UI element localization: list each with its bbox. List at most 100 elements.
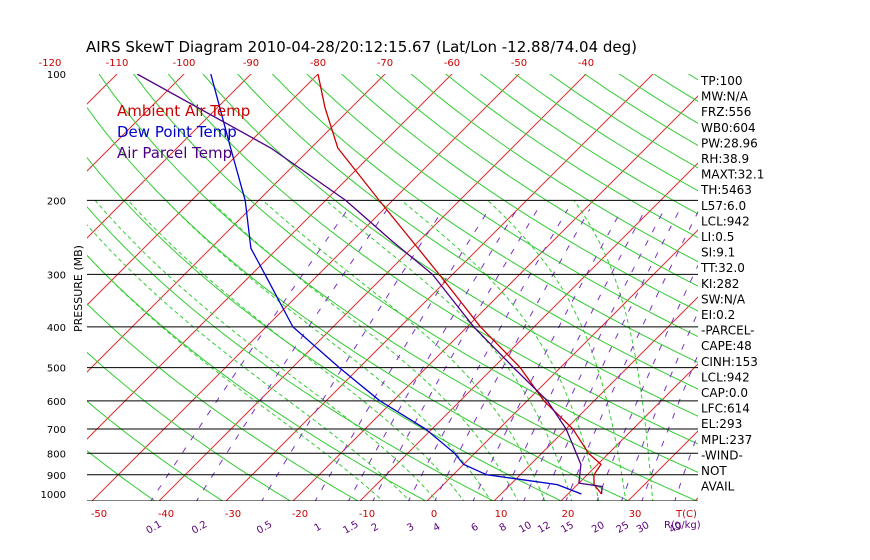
stability-index: MPL:237	[701, 433, 752, 447]
isotherm-line	[493, 296, 698, 501]
mixing-ratio-line	[347, 209, 518, 501]
dry-adiabat-line	[687, 74, 698, 81]
stability-index: AVAIL	[701, 480, 735, 494]
top-temperature-tick-labels: -120 -110 -100 -90 -80 -70 -60 -50 -40	[39, 58, 595, 69]
isotherm-line	[87, 74, 252, 239]
stability-index: SW:N/A	[701, 292, 746, 306]
moist-adiabat-line	[573, 200, 654, 501]
dry-adiabat-line	[759, 55, 870, 503]
moist-adiabat-line	[127, 200, 465, 501]
top-temp-tick-label: -100	[173, 58, 196, 69]
mixing-ratio-label: 10	[517, 520, 534, 536]
stability-index: LI:0.5	[701, 230, 734, 244]
dry-adiabat-line	[87, 303, 360, 501]
mixing-ratio-label: 1.5	[341, 519, 360, 536]
top-temp-tick-label: -80	[310, 58, 326, 69]
stability-index: CINH:153	[701, 355, 758, 369]
stability-index: TP:100	[700, 74, 743, 88]
moist-adiabat-line	[487, 200, 627, 501]
mixing-ratio-line	[195, 209, 388, 501]
stability-index: TT:32.0	[700, 261, 745, 275]
top-temp-tick-label: -50	[511, 58, 527, 69]
top-temp-tick-label: -90	[243, 58, 259, 69]
moist-adiabat-line	[87, 224, 411, 501]
dry-adiabat-line	[87, 156, 563, 501]
bottom-temp-tick-label: 0	[431, 509, 437, 520]
isotherm-line	[825, 44, 870, 504]
bottom-temp-tick-label: 10	[495, 509, 508, 520]
dry-adiabat-line	[87, 400, 224, 501]
series-line	[210, 74, 582, 495]
isotherm-line	[0, 44, 80, 504]
mixing-ratio-label: 25	[615, 520, 632, 536]
dry-adiabat-line	[860, 55, 870, 503]
mixing-ratio-line	[407, 209, 569, 501]
stability-index: KI:282	[701, 277, 739, 291]
y-axis-label: PRESSURE (MB)	[72, 245, 85, 332]
isotherm-line	[560, 363, 698, 501]
mixing-ratio-labels: 0.1 0.2 0.5 1 1.5 2 3 4 6 8 10 12 15 20 25 30 40R(g/kg)	[145, 519, 701, 536]
mixing-ratio-label: 12	[536, 520, 553, 536]
dry-adiabat-line	[87, 450, 156, 501]
mixing-ratio-label: 2	[370, 521, 381, 534]
stability-index: LCL:942	[701, 214, 750, 228]
mixing-ratio-label: 30	[635, 520, 652, 536]
dry-adiabat-line	[306, 74, 698, 338]
stability-index: MAXT:32.1	[701, 168, 764, 182]
dry-adiabat-line	[340, 74, 698, 312]
stability-index: MW:N/A	[701, 90, 749, 104]
top-temp-tick-label: -70	[377, 58, 393, 69]
pressure-tick-label: 700	[47, 425, 66, 436]
pressure-tick-label: 800	[47, 449, 66, 460]
mixing-ratio-line	[372, 209, 539, 501]
moist-adiabat-lines	[87, 200, 654, 501]
dry-adiabat-line	[167, 74, 698, 445]
dry-adiabat-line	[793, 55, 870, 503]
chart-title: AIRS SkewT Diagram 2010-04-28/20:12:15.6…	[86, 38, 637, 56]
stability-index: L57:6.0	[701, 199, 746, 213]
stability-index: EI:0.2	[701, 308, 735, 322]
dry-adiabat-line	[87, 351, 292, 501]
dry-adiabat-line	[98, 74, 698, 501]
isotherm-line	[0, 44, 13, 504]
series-line	[317, 74, 603, 495]
dry-adiabat-line	[410, 74, 698, 263]
dry-adiabat-line	[375, 74, 698, 287]
stability-index: -WIND-	[701, 448, 743, 462]
profile-series	[136, 74, 603, 495]
dry-adiabat-line	[202, 74, 698, 417]
isobar-lines	[87, 199, 698, 501]
dry-adiabat-line	[548, 74, 698, 169]
moist-adiabat-line	[325, 200, 573, 501]
bottom-temperature-tick-labels: -50 -40 -30 -20 -10 0 10 20 30 T(C)	[91, 509, 697, 520]
mixing-ratio-label: 0.2	[190, 519, 209, 536]
dry-adiabat-line	[87, 106, 631, 501]
mixing-ratio-line	[542, 209, 681, 501]
mixing-ratio-lines	[150, 209, 698, 501]
isotherm-line	[758, 44, 870, 504]
top-temp-tick-label: -110	[106, 58, 129, 69]
stability-index: RH:38.9	[701, 152, 749, 166]
moist-adiabat-line	[209, 200, 519, 501]
mixing-ratio-label: 8	[498, 521, 509, 534]
bottom-temp-tick-label: 30	[629, 509, 642, 520]
moist-adiabat-line	[165, 200, 492, 501]
mixing-ratio-line	[472, 209, 623, 501]
mixing-unit-label: R(g/kg)	[664, 520, 701, 531]
isotherm-line	[87, 74, 185, 172]
mixing-ratio-label: 1	[312, 521, 323, 534]
dry-adiabat-line	[132, 74, 698, 473]
pressure-tick-labels: 100 200 300 400 500 600 700 800 900 1000	[41, 70, 66, 501]
dry-adiabat-line	[271, 74, 698, 364]
pressure-tick-label: 300	[47, 270, 66, 281]
mixing-ratio-label: 15	[559, 520, 576, 536]
mixing-ratio-line	[314, 209, 490, 501]
bottom-temp-tick-label: -50	[91, 509, 107, 520]
stability-index: SI:9.1	[701, 246, 735, 260]
plot-area	[0, 44, 870, 504]
series-line	[136, 74, 603, 495]
stability-index: LCL:942	[701, 370, 750, 384]
mixing-ratio-label: 0.1	[145, 519, 164, 536]
mixing-ratio-label: 3	[405, 521, 416, 534]
pressure-tick-label: 900	[47, 471, 66, 482]
